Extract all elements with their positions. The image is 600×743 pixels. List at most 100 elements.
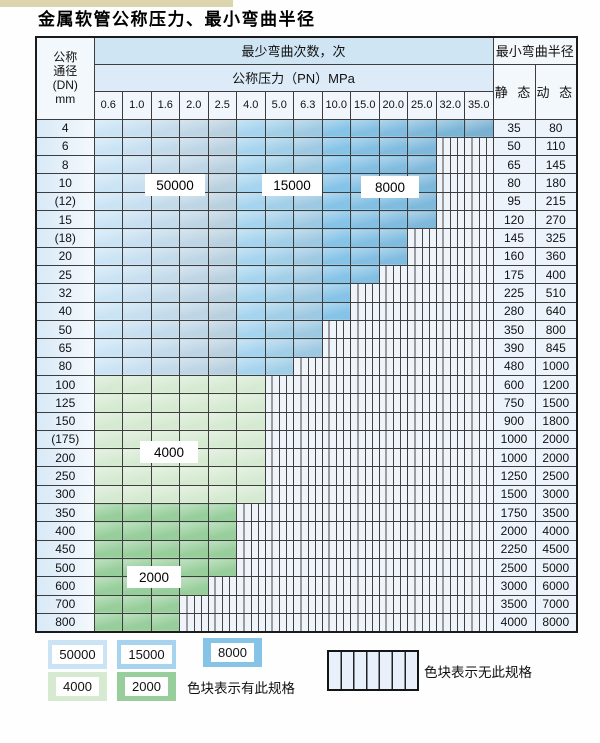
spec-cell-unavailable: [435, 484, 465, 505]
spec-cell-available: [93, 521, 123, 541]
spec-cell-unavailable: [321, 466, 351, 486]
table-row: 500 2500 5000: [35, 557, 578, 578]
legend-swatch-8000: 8000: [203, 638, 262, 667]
legend-has-spec-text: 色块表示有此规格: [187, 681, 295, 696]
spec-cell-available: [350, 210, 380, 230]
spec-cell-available: [293, 136, 323, 157]
static-radius-cell: 65: [492, 155, 536, 175]
spec-cell-available: [321, 118, 351, 138]
spec-cell-unavailable: [293, 484, 323, 505]
spec-cell-unavailable: [293, 521, 323, 541]
spec-cell-unavailable: [378, 484, 408, 505]
table-row: 100 600 1200: [35, 374, 578, 395]
spec-cell-available: [207, 338, 237, 358]
spec-cell-available: [236, 301, 266, 321]
spec-cell-available: [407, 210, 437, 230]
spec-cell-unavailable: [435, 173, 465, 193]
spec-cell-available: [236, 411, 266, 431]
spec-cell-unavailable: [435, 374, 465, 395]
spec-cell-unavailable: [464, 557, 494, 578]
dn-column-header: 公称 通径 (DN) mm: [35, 36, 95, 120]
table-row: 400 2000 4000: [35, 521, 578, 541]
spec-cell-available: [207, 301, 237, 321]
spec-cell-available: [207, 374, 237, 395]
spec-cell-unavailable: [407, 264, 437, 285]
spec-cell-unavailable: [378, 521, 408, 541]
dn-cell: 500: [35, 557, 95, 578]
dynamic-radius-cell: 2500: [534, 466, 578, 486]
pressure-col-header: 1.0: [122, 90, 152, 120]
spec-cell-unavailable: [407, 374, 437, 395]
spec-cell-available: [207, 210, 237, 230]
spec-cell-unavailable: [321, 503, 351, 523]
spec-cell-unavailable: [407, 557, 437, 578]
spec-cell-available: [207, 319, 237, 340]
static-radius-cell: 3000: [492, 576, 536, 596]
spec-cell-available: [93, 393, 123, 413]
spec-cell-available: [207, 539, 237, 560]
dynamic-radius-cell: 2000: [534, 448, 578, 468]
dynamic-radius-cell: 5000: [534, 557, 578, 578]
dynamic-radius-cell: 510: [534, 283, 578, 303]
spec-cell-unavailable: [293, 448, 323, 468]
spec-cell-unavailable: [321, 539, 351, 560]
spec-cell-available: [179, 118, 209, 138]
spec-cell-available: [264, 136, 294, 157]
spec-cell-available: [93, 612, 123, 633]
spec-cell-available: [264, 301, 294, 321]
spec-cell-unavailable: [236, 539, 266, 560]
spec-cell-unavailable: [435, 539, 465, 560]
spec-cell-unavailable: [321, 356, 351, 376]
spec-cell-unavailable: [378, 612, 408, 633]
spec-cell-unavailable: [321, 448, 351, 468]
spec-cell-unavailable: [435, 191, 465, 212]
static-radius-cell: 750: [492, 393, 536, 413]
spec-cell-unavailable: [435, 429, 465, 450]
dn-cell: 450: [35, 539, 95, 560]
spec-cell-unavailable: [464, 338, 494, 358]
spec-cell-available: [150, 118, 180, 138]
dn-cell: 250: [35, 466, 95, 486]
dynamic-radius-cell: 8000: [534, 612, 578, 633]
spec-cell-available: [122, 374, 152, 395]
spec-cell-available: [93, 173, 123, 193]
spec-cell-unavailable: [321, 411, 351, 431]
static-radius-cell: 350: [492, 319, 536, 340]
spec-cell-available: [321, 210, 351, 230]
spec-cell-unavailable: [464, 503, 494, 523]
dynamic-radius-cell: 640: [534, 301, 578, 321]
spec-cell-unavailable: [464, 612, 494, 633]
table-row: 8 65 145: [35, 155, 578, 175]
dynamic-radius-cell: 110: [534, 136, 578, 157]
spec-cell-available: [122, 319, 152, 340]
spec-cell-unavailable: [350, 539, 380, 560]
spec-cell-available: [122, 173, 152, 193]
spec-cell-unavailable: [378, 448, 408, 468]
spec-cell-unavailable: [407, 612, 437, 633]
table-row: 350 1750 3500: [35, 503, 578, 523]
pressure-col-header: 2.0: [179, 90, 209, 120]
spec-cell-available: [179, 155, 209, 175]
spec-cell-available: [150, 319, 180, 340]
pressure-col-header: 35.0: [464, 90, 494, 120]
spec-cell-available: [93, 448, 123, 468]
spec-cell-unavailable: [378, 264, 408, 285]
dynamic-radius-cell: 7000: [534, 594, 578, 614]
dn-cell: 8: [35, 155, 95, 175]
pressure-col-header: 0.6: [93, 90, 123, 120]
spec-cell-unavailable: [236, 612, 266, 633]
pressure-col-header: 32.0: [435, 90, 465, 120]
spec-cell-available: [122, 539, 152, 560]
spec-cell-unavailable: [435, 228, 465, 248]
spec-cell-unavailable: [435, 301, 465, 321]
spec-cell-available: [264, 319, 294, 340]
spec-cell-unavailable: [264, 539, 294, 560]
spec-cell-unavailable: [407, 338, 437, 358]
spec-cell-available: [293, 118, 323, 138]
spec-cell-unavailable: [464, 374, 494, 395]
dn-header-line: mm: [55, 92, 76, 107]
dn-cell: (18): [35, 228, 95, 248]
dynamic-radius-cell: 180: [534, 173, 578, 193]
dn-header-line: 通径: [53, 64, 78, 79]
spec-cell-available: [93, 228, 123, 248]
